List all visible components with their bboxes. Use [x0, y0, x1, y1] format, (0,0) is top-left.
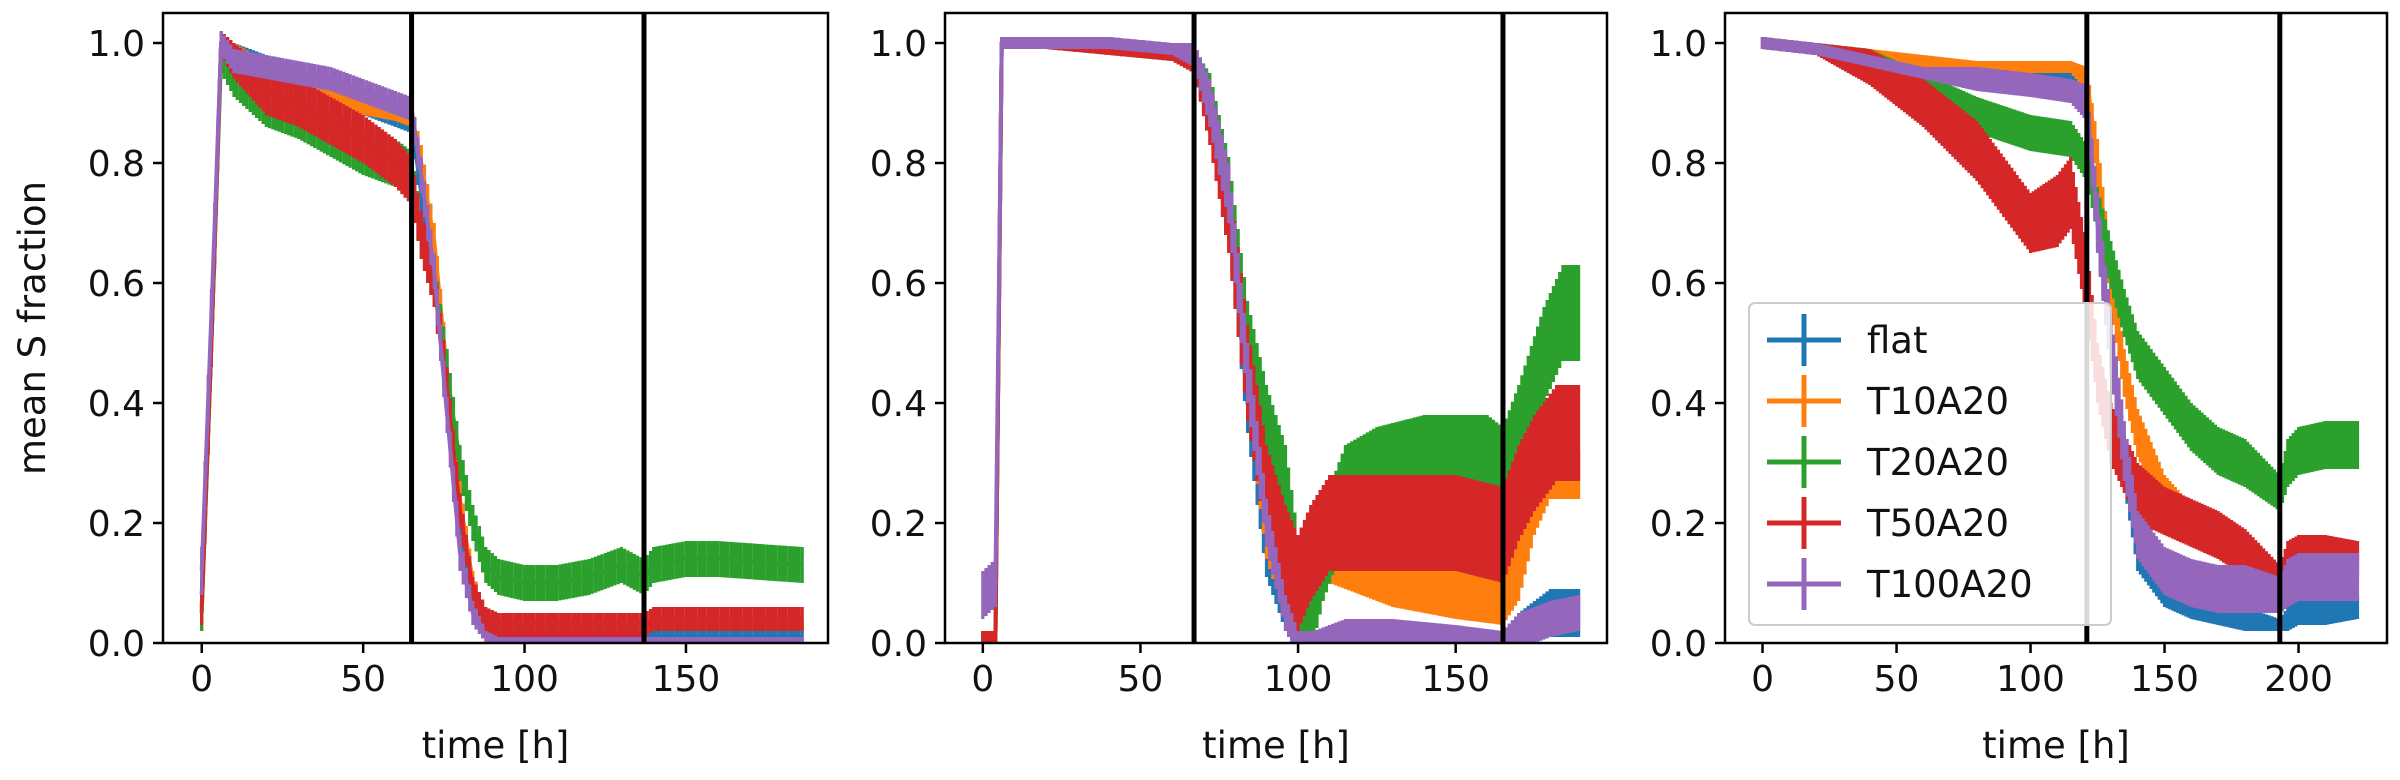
y-tick-label: 0.4 [1650, 384, 1707, 425]
legend-label: T100A20 [1866, 563, 2033, 606]
y-tick-label: 0.2 [1650, 504, 1707, 545]
y-tick-label: 0.0 [870, 624, 927, 665]
y-tick-label: 0.6 [1650, 264, 1707, 305]
legend-item-flat: flat [1767, 314, 1928, 366]
error-bars-t50a20 [981, 37, 1581, 643]
legend-label: T10A20 [1866, 380, 2009, 423]
chart-panel-1: 0 50 100 150 0.0 0.2 0.4 0.6 0.8 1.0 time [h] mean … [11, 11, 830, 767]
y-tick-label: 0.4 [88, 384, 145, 425]
legend-box [1748, 302, 2112, 626]
x-tick-label: 200 [2264, 659, 2333, 700]
x-tick-label: 0 [1751, 659, 1774, 700]
error-bars-t20a20 [200, 37, 804, 631]
axes-frame [943, 11, 1609, 645]
x-tick-label: 100 [1996, 659, 2065, 700]
y-tick-label: 0.6 [88, 264, 145, 305]
legend-item-t100a20: T100A20 [1767, 558, 2033, 610]
mean-line-t20a20 [199, 53, 803, 614]
y-tick-label: 0.2 [870, 504, 927, 545]
legend-label: T50A20 [1866, 502, 2009, 545]
y-tick-label: 0.8 [870, 144, 927, 185]
x-tick-label: 0 [971, 659, 994, 700]
x-tick-label: 100 [1264, 659, 1333, 700]
x-tick-label: 150 [652, 659, 721, 700]
y-axis-label: mean S fraction [11, 181, 54, 475]
y-tick-label: 0.2 [88, 504, 145, 545]
y-tick-label: 1.0 [870, 24, 927, 65]
x-axis-label: time [h] [1202, 724, 1350, 767]
x-tick-label: 50 [1874, 659, 1920, 700]
y-tick-label: 0.0 [88, 624, 145, 665]
y-tick-label: 0.0 [1650, 624, 1707, 665]
mean-line-t100a20 [1762, 41, 2358, 597]
y-tick-label: 1.0 [88, 24, 145, 65]
x-tick-label: 100 [490, 659, 559, 700]
chart-panel-2: 0 50 100 150 0.0 0.2 0.4 0.6 0.8 1.0 time [h] [870, 11, 1609, 767]
y-tick-label: 0.8 [88, 144, 145, 185]
y-tick-label: 0.4 [870, 384, 927, 425]
axes-frame [161, 11, 830, 645]
x-tick-label: 50 [1118, 659, 1164, 700]
x-tick-label: 150 [1421, 659, 1490, 700]
plot-area [981, 37, 1581, 643]
series-t50a20 [981, 37, 1581, 643]
mean-line-t100a20 [981, 41, 1580, 643]
plot-area [199, 31, 804, 643]
mean-line-t100a20 [199, 41, 803, 643]
series-t100a20 [981, 37, 1581, 643]
x-axis-label: time [h] [422, 724, 570, 767]
series-t20a20 [199, 37, 804, 631]
series-t100a20 [199, 31, 804, 643]
legend-label: flat [1867, 319, 1928, 362]
legend-label: T20A20 [1866, 441, 2009, 484]
x-tick-label: 50 [340, 659, 386, 700]
mean-line-t50a20 [199, 41, 803, 627]
legend-item-t20a20: T20A20 [1767, 436, 2009, 488]
plot-area [1760, 37, 2360, 631]
y-tick-label: 0.8 [1650, 144, 1707, 185]
y-tick-label: 0.6 [870, 264, 927, 305]
series-t50a20 [199, 31, 804, 637]
legend: flat T10A20 T20A20 T50A20 T100A20 [1748, 302, 2112, 626]
axes-frame [1723, 11, 2389, 645]
x-axis-label: time [h] [1982, 724, 2130, 767]
legend-item-t50a20: T50A20 [1767, 497, 2009, 549]
legend-item-t10a20: T10A20 [1767, 375, 2009, 427]
y-tick-label: 1.0 [1650, 24, 1707, 65]
chart-panel-3: 0 50 100 150 200 0.0 0.2 0.4 0.6 0.8 1.0 time [h] fl… [1650, 11, 2389, 767]
x-tick-label: 150 [2130, 659, 2199, 700]
x-tick-label: 0 [190, 659, 213, 700]
series-t100a20 [1760, 37, 2360, 613]
